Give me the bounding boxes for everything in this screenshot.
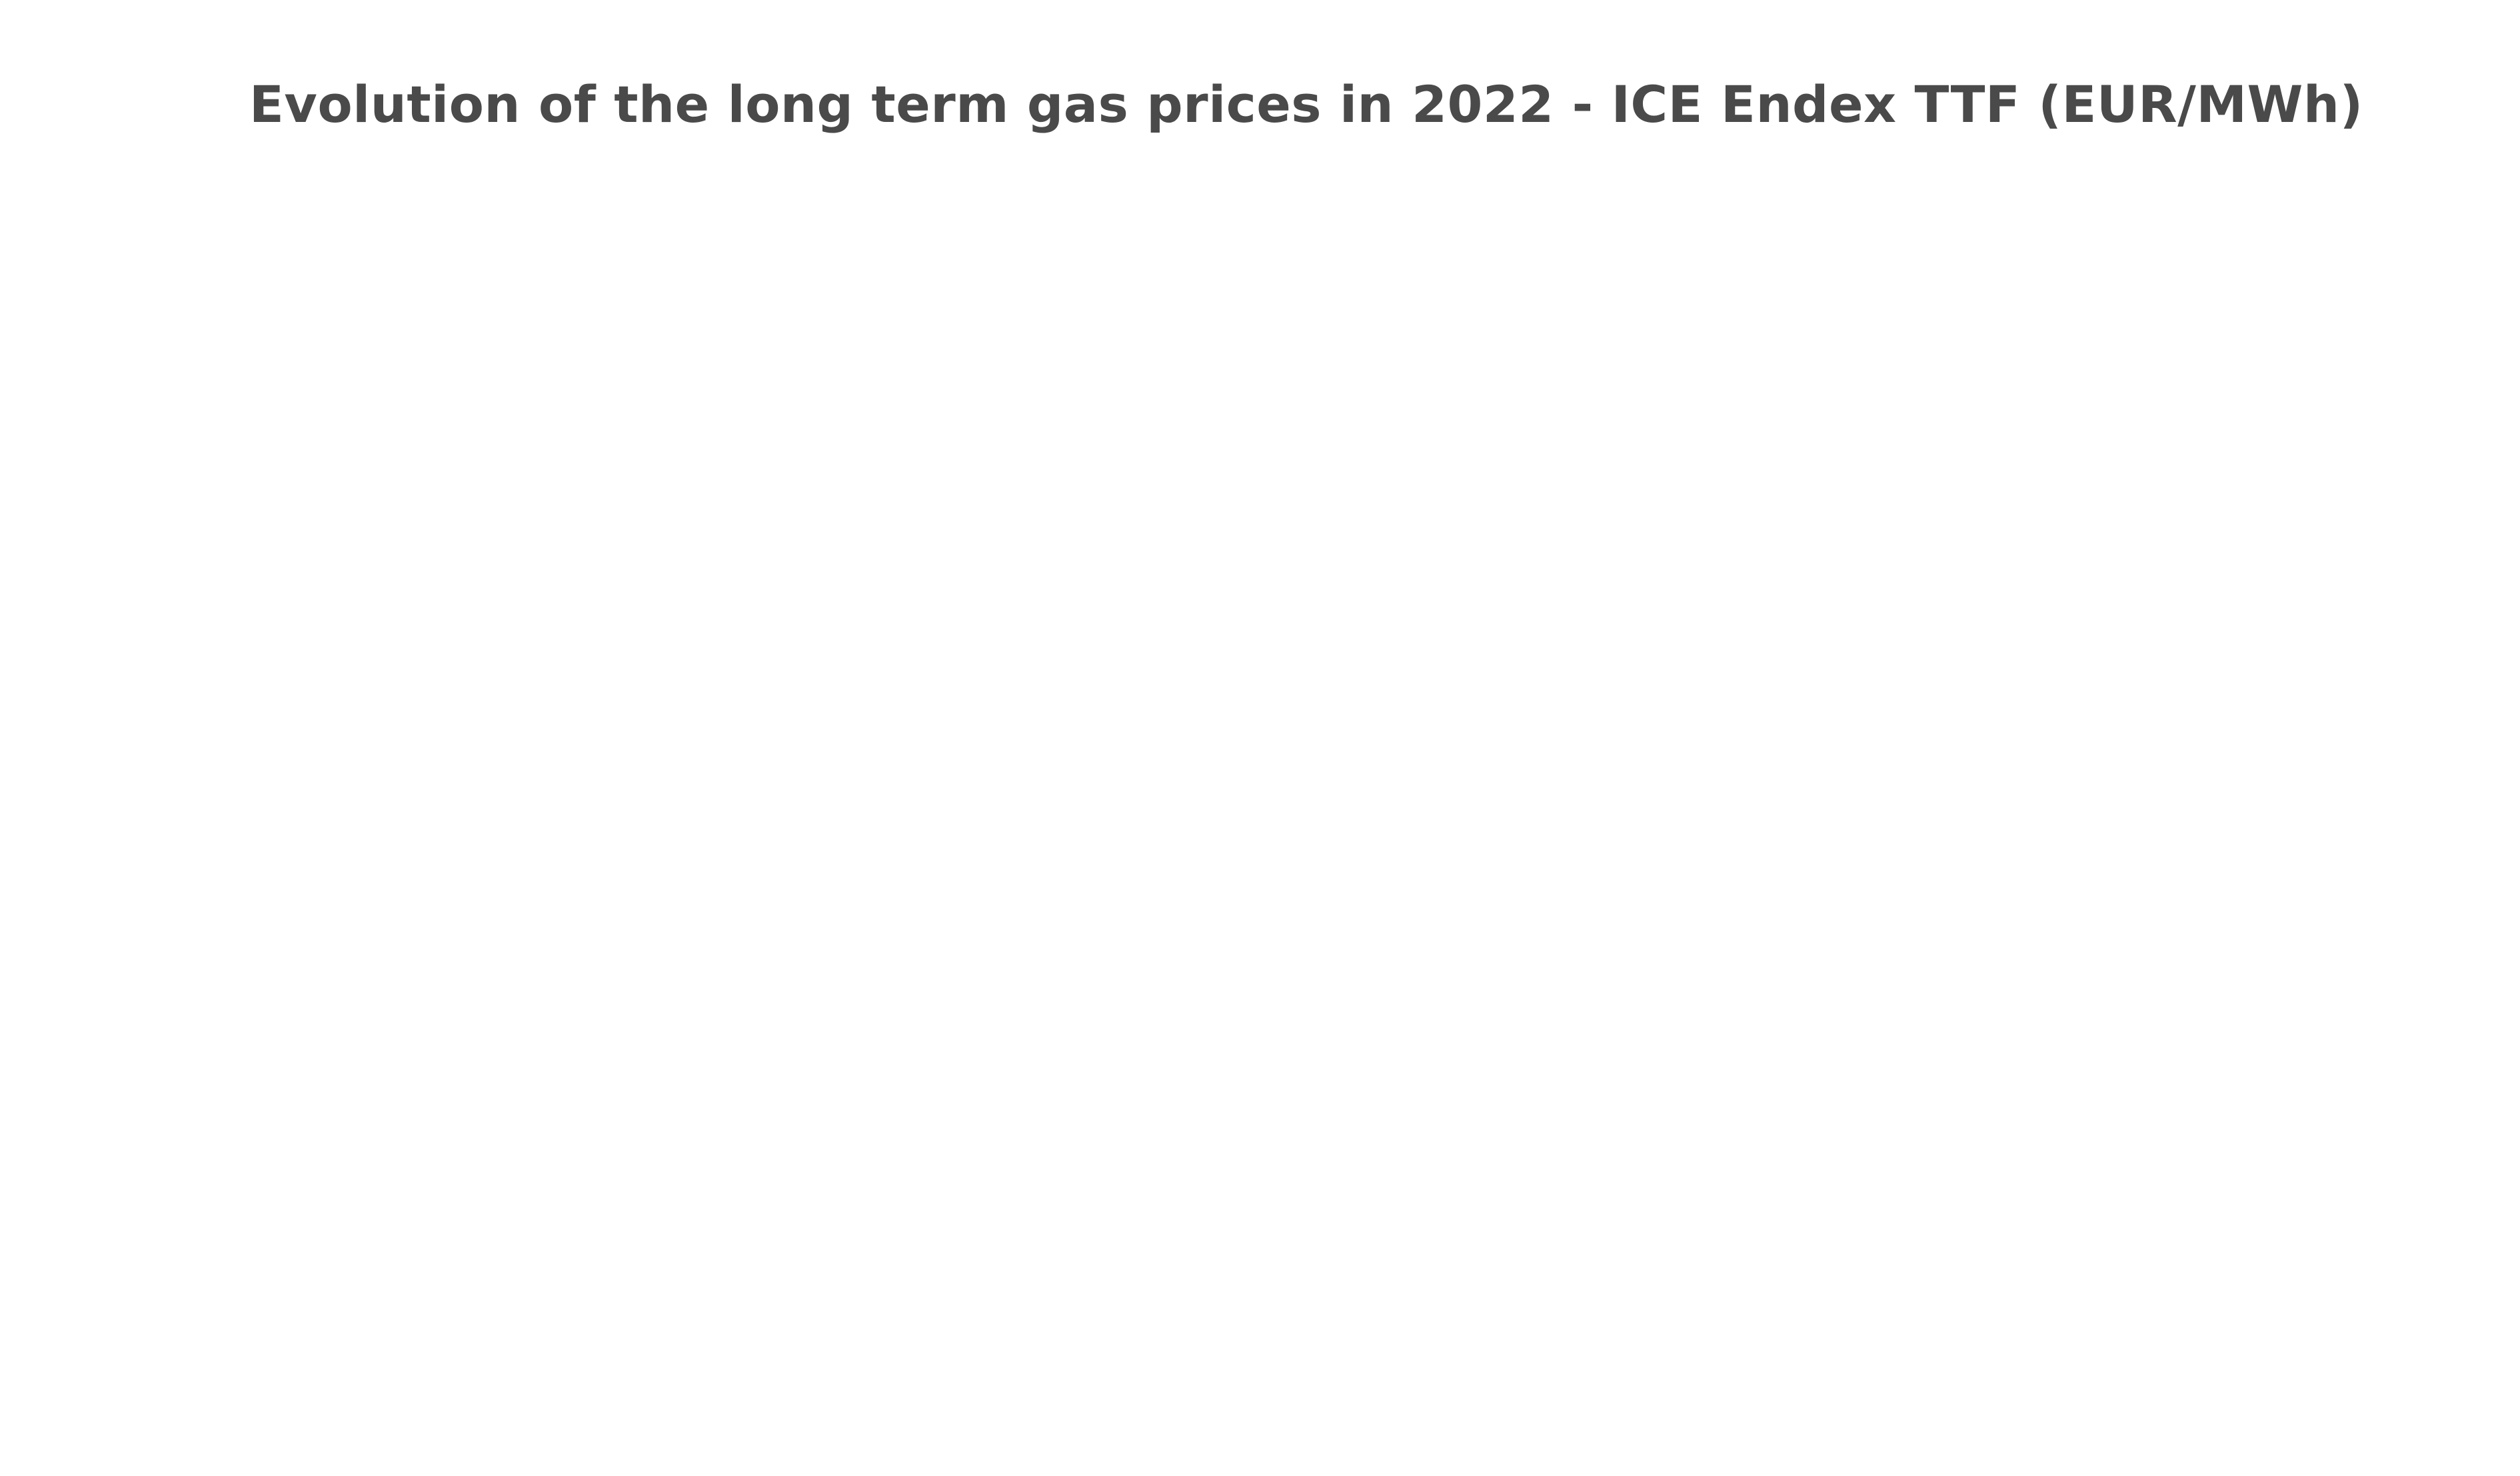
chart-title: Evolution of the long term gas prices in… [249,75,2363,134]
